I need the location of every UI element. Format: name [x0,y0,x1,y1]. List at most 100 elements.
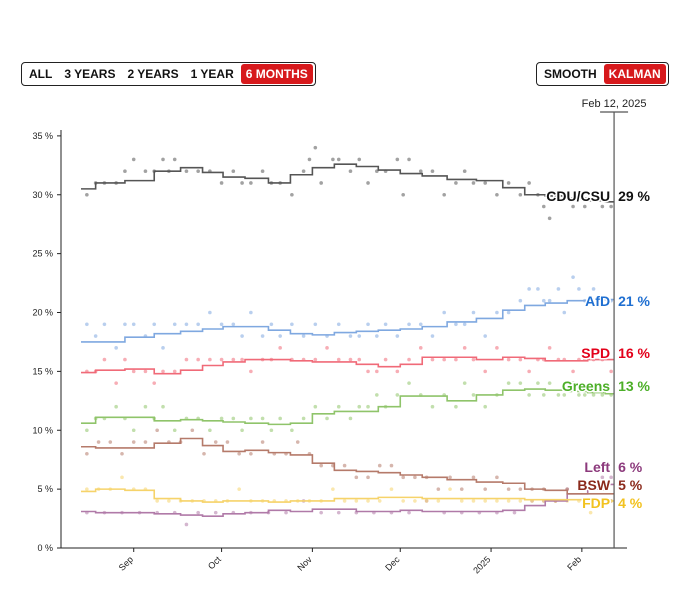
cdu-csu-poll-point [471,181,476,185]
cdu-csu-series-label: CDU/CSU [546,188,610,204]
smoothing-method-selector: SMOOTH KALMAN [536,62,669,86]
fdp-poll-point [389,487,394,491]
afd-poll-point [249,310,253,315]
greens-poll-point [85,428,89,433]
bsw-poll-point [213,440,218,444]
greens-poll-point [471,393,476,397]
afd-poll-point [506,310,511,315]
spd-poll-point [418,346,423,350]
bsw-poll-point [342,463,347,468]
cdu-csu-poll-point [591,192,596,197]
afd-poll-point [527,287,531,291]
afd-poll-point [395,334,400,338]
bsw-poll-point [518,487,523,491]
cdu-csu-poll-point [462,169,467,174]
cdu-csu-poll-point [260,169,265,174]
y-tick-label: 5 % [37,484,53,494]
afd-trend-line [81,298,615,343]
fdp-poll-point [471,499,476,503]
cdu-csu-poll-point [506,181,511,185]
spd-poll-point [518,357,523,362]
afd-poll-point [483,334,487,338]
greens-series-label: Greens [562,378,610,394]
bsw-poll-point [202,452,206,456]
cdu-csu-poll-point [600,204,605,209]
greens-poll-point [541,393,546,397]
x-tick-label: 2025 [471,554,492,575]
cdu-csu-poll-point [301,169,306,174]
left-poll-point [609,475,613,480]
cdu-csu-poll-point [518,192,523,197]
x-tick-label: Oct [206,554,223,571]
y-tick-label: 35 % [32,131,53,141]
cdu-csu-poll-point [401,192,405,197]
smooth-button[interactable]: SMOOTH [539,64,602,84]
spd-value-label: 16 % [618,345,650,361]
bsw-poll-point [413,475,417,480]
cdu-csu-poll-point [430,169,435,174]
fdp-poll-point [413,499,417,503]
afd-poll-point [462,322,467,327]
cdu-csu-poll-point [395,157,400,162]
spd-poll-point [114,381,118,385]
left-poll-point [512,510,517,515]
cdu-csu-poll-point [307,157,312,162]
fdp-poll-point [436,499,441,503]
greens-poll-point [562,393,567,397]
x-tick-label: Feb [565,554,583,572]
afd-poll-point [301,334,306,338]
greens-poll-point [161,404,165,409]
greens-poll-point [357,404,362,409]
cdu-csu-trend-line [81,163,615,203]
greens-poll-point [325,416,329,421]
afd-poll-point [430,334,435,338]
spd-poll-point [571,369,575,374]
afd-poll-point [366,322,370,327]
afd-value-label: 21 % [618,293,650,309]
afd-poll-point [219,322,224,327]
fdp-poll-point [354,499,359,503]
range-3-years-button[interactable]: 3 YEARS [59,64,120,84]
fdp-poll-point [495,499,499,503]
range-all-button[interactable]: ALL [24,64,57,84]
cdu-csu-poll-point [609,204,613,209]
afd-poll-point [240,334,244,338]
bsw-poll-point [401,475,405,480]
bsw-series-label: BSW [577,477,610,493]
spd-series-label: SPD [581,345,610,361]
kalman-button[interactable]: KALMAN [603,64,666,84]
range-1-year-button[interactable]: 1 YEAR [186,64,239,84]
spd-poll-point [442,357,446,362]
afd-poll-point [547,298,552,303]
greens-poll-point [336,404,341,409]
afd-poll-point [184,322,189,327]
left-poll-point [407,510,411,515]
greens-poll-point [208,428,212,433]
spd-poll-point [462,346,467,350]
cdu-csu-poll-point [196,169,200,174]
range-6-months-button[interactable]: 6 MONTHS [240,64,313,84]
bsw-poll-point [260,440,265,444]
bsw-poll-point [249,452,253,456]
greens-poll-point [278,416,282,421]
range-2-years-button[interactable]: 2 YEARS [122,64,183,84]
greens-poll-point [571,381,575,385]
left-series-label: Left [584,459,610,475]
afd-poll-point [114,346,118,350]
fdp-poll-point [366,499,370,503]
y-tick-label: 15 % [32,366,53,376]
greens-poll-point [462,381,467,385]
greens-poll-point [577,393,581,397]
greens-poll-point [301,416,306,421]
x-tick-label: Dec [383,554,402,573]
afd-poll-point [577,287,581,291]
fdp-poll-point [237,487,241,491]
bsw-poll-point [483,487,487,491]
bsw-poll-point [295,440,300,444]
bsw-poll-point [436,487,441,491]
spd-poll-point [430,357,435,362]
afd-poll-point [442,310,446,315]
afd-poll-point [102,322,107,327]
x-tick-label: Sep [117,554,135,572]
bsw-poll-point [96,440,101,444]
